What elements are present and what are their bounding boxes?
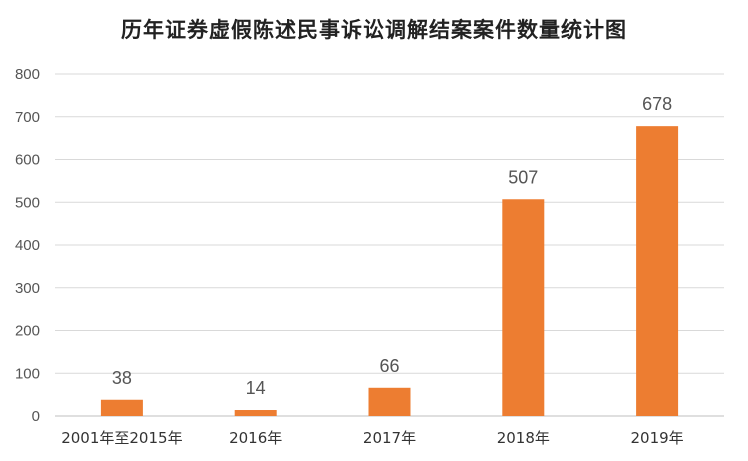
x-tick-label-2: 2017年 bbox=[363, 429, 416, 447]
bars bbox=[100, 126, 679, 416]
x-axis-tick-labels: 2001年至2015年 2016年 2017年 2018年 2019年 bbox=[61, 429, 683, 447]
y-tick-label: 500 bbox=[15, 194, 40, 211]
data-label-2: 66 bbox=[379, 356, 399, 376]
y-tick-label: 300 bbox=[15, 280, 40, 297]
x-tick-label-1: 2016年 bbox=[229, 429, 282, 447]
x-tick-label-4: 2019年 bbox=[631, 429, 684, 447]
gridlines bbox=[55, 73, 724, 417]
data-label-0: 38 bbox=[112, 368, 132, 388]
bar-4 bbox=[636, 126, 679, 416]
data-label-1: 14 bbox=[246, 378, 266, 398]
data-label-4: 678 bbox=[642, 94, 672, 114]
chart-title: 历年证券虚假陈述民事诉讼调解结案案件数量统计图 bbox=[121, 18, 627, 42]
y-tick-label: 400 bbox=[15, 237, 40, 254]
y-tick-label: 600 bbox=[15, 152, 40, 169]
y-axis-tick-labels: 0 100 200 300 400 500 600 700 800 bbox=[15, 66, 40, 425]
bar-2 bbox=[368, 387, 411, 416]
data-labels: 38 14 66 507 678 bbox=[112, 94, 672, 398]
bar-1 bbox=[234, 410, 277, 416]
x-tick-label-3: 2018年 bbox=[497, 429, 550, 447]
y-tick-label: 0 bbox=[32, 408, 40, 425]
y-tick-label: 200 bbox=[15, 323, 40, 340]
y-tick-label: 100 bbox=[15, 365, 40, 382]
bar-0 bbox=[100, 399, 143, 416]
y-tick-label: 700 bbox=[15, 109, 40, 126]
y-tick-label: 800 bbox=[15, 66, 40, 83]
bar-3 bbox=[502, 199, 545, 416]
data-label-3: 507 bbox=[508, 167, 538, 187]
x-tick-label-0: 2001年至2015年 bbox=[61, 429, 182, 447]
